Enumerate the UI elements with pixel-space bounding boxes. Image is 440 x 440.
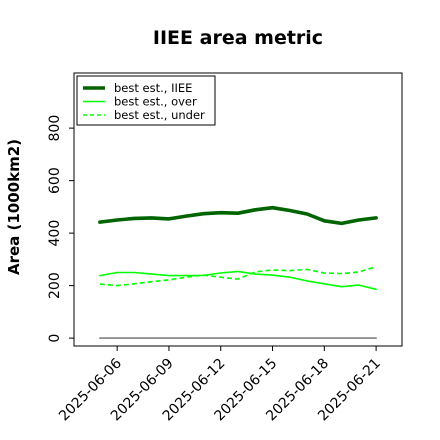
y-tick-label: 800 (47, 115, 63, 142)
plot-area (98, 205, 378, 339)
series-line-1 (99, 270, 377, 291)
y-tick-label: 200 (47, 272, 63, 299)
axes: 02004006008002025-06-062025-06-092025-06… (47, 115, 384, 425)
legend-box (76, 75, 216, 126)
plot-frame (73, 72, 403, 347)
chart-title: IIEE area metric (153, 27, 323, 49)
legend-label-1: best est., over (114, 95, 197, 109)
y-tick-label: 400 (47, 220, 63, 247)
series-line-0 (98, 205, 378, 226)
y-axis-label: Area (1000km2) (5, 139, 23, 275)
y-tick-label: 600 (47, 167, 63, 194)
legend-label-0: best est., IIEE (114, 81, 192, 95)
series-line-2 (99, 265, 377, 287)
legend-label-2: best est., under (114, 108, 205, 122)
y-tick-label: 0 (47, 334, 63, 343)
